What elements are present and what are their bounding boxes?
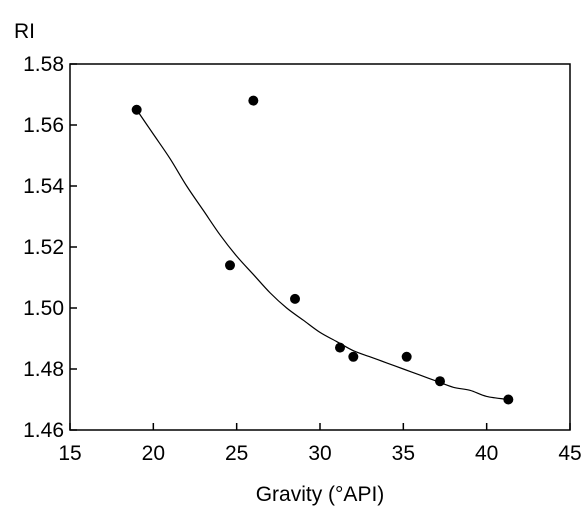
- x-axis-label: Gravity (°API): [256, 483, 385, 506]
- x-tick-label: 15: [58, 442, 81, 465]
- x-tick-label: 40: [475, 442, 498, 465]
- x-tick-label: 45: [558, 442, 581, 465]
- fit-curve-layer: [136, 109, 509, 401]
- y-tick-label: 1.58: [23, 53, 64, 76]
- fit-curve: [136, 109, 509, 401]
- x-tick-label: 35: [392, 442, 415, 465]
- axis-ticks: 15 20 25 30 35 40 45 1.46 1.48 1.50 1.52 1.54 1.56 1.…: [23, 53, 581, 465]
- y-tick-label: 1.48: [23, 358, 64, 381]
- data-point: [348, 351, 359, 362]
- data-point: [335, 342, 345, 353]
- x-tick-label: 30: [308, 442, 331, 465]
- data-point: [225, 260, 235, 271]
- x-tick-label: 25: [225, 442, 248, 465]
- data-point: [401, 351, 412, 362]
- y-tick-label: 1.54: [23, 175, 64, 198]
- plot-frame: [69, 63, 571, 431]
- data-point: [248, 95, 259, 106]
- x-tick-label: 20: [142, 442, 165, 465]
- y-tick-label: 1.56: [23, 114, 64, 137]
- data-points-layer: [131, 95, 514, 405]
- y-tick-label: 1.52: [23, 236, 64, 259]
- data-point: [290, 293, 300, 304]
- data-point: [131, 104, 142, 115]
- y-axis-label: RI: [14, 20, 35, 43]
- data-point: [503, 394, 514, 405]
- y-tick-label: 1.50: [23, 297, 64, 320]
- y-tick-label: 1.46: [23, 419, 64, 442]
- data-point: [435, 376, 445, 387]
